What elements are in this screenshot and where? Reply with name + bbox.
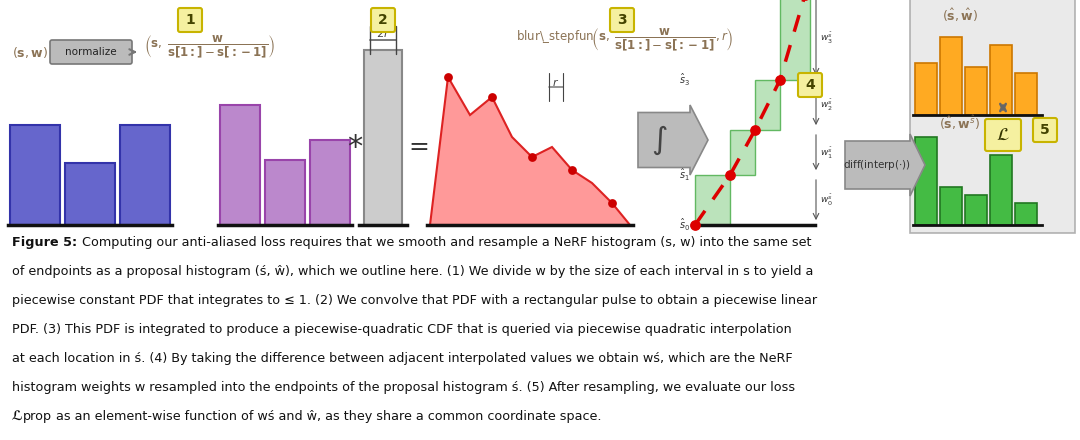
Point: [604, 199, 621, 206]
Bar: [1015, 73, 1037, 115]
Text: at each location in ś. (4) By taking the difference between adjacent interpolate: at each location in ś. (4) By taking the…: [12, 352, 793, 364]
Text: $w_1^{\hat{s}}$: $w_1^{\hat{s}}$: [820, 144, 833, 161]
FancyBboxPatch shape: [610, 8, 634, 32]
Text: $\hat{s}_0$: $\hat{s}_0$: [679, 217, 690, 233]
Text: $*$: $*$: [347, 131, 363, 160]
Text: 4: 4: [805, 78, 815, 92]
Text: $\hat{s}_2$: $\hat{s}_2$: [679, 122, 690, 138]
Point: [746, 126, 764, 133]
Bar: [730, 130, 755, 175]
FancyBboxPatch shape: [50, 40, 132, 64]
Text: prop: prop: [23, 410, 52, 422]
Point: [687, 221, 704, 228]
Bar: [966, 195, 987, 225]
Bar: [940, 187, 962, 225]
Text: piecewise constant PDF that integrates to ≤ 1. (2) We convolve that PDF with a r: piecewise constant PDF that integrates t…: [12, 293, 818, 307]
Text: 3: 3: [617, 13, 626, 27]
Text: $=$: $=$: [404, 133, 430, 157]
Point: [484, 93, 501, 100]
Text: $\hat{s}_1$: $\hat{s}_1$: [679, 167, 690, 183]
Text: 2: 2: [378, 13, 388, 27]
Point: [564, 166, 581, 173]
Text: $r$: $r$: [553, 77, 559, 88]
Text: ℒ: ℒ: [12, 410, 23, 422]
Bar: [1015, 203, 1037, 225]
Text: $2r$: $2r$: [376, 27, 390, 39]
Bar: [65, 163, 114, 225]
Text: $(\hat{\mathbf{s}},\hat{\mathbf{w}})$: $(\hat{\mathbf{s}},\hat{\mathbf{w}})$: [942, 7, 978, 23]
Text: Computing our anti-aliased loss requires that we smooth and resample a NeRF hist: Computing our anti-aliased loss requires…: [82, 235, 811, 249]
Bar: [120, 125, 170, 225]
FancyBboxPatch shape: [178, 8, 202, 32]
FancyArrow shape: [845, 134, 924, 196]
Text: as an element-wise function of wś and ŵ, as they share a common coordinate space: as an element-wise function of wś and ŵ,…: [52, 410, 602, 422]
Text: diff(interp($\cdot$)): diff(interp($\cdot$)): [843, 158, 912, 172]
Text: $\int$: $\int$: [650, 123, 667, 157]
Bar: [10, 125, 60, 225]
Text: $\mathcal{L}$: $\mathcal{L}$: [996, 126, 1010, 144]
Point: [524, 154, 541, 161]
Bar: [966, 67, 987, 115]
Text: Figure 5:: Figure 5:: [12, 235, 82, 249]
FancyArrow shape: [638, 105, 708, 175]
Point: [721, 172, 739, 179]
Bar: [915, 63, 937, 115]
Bar: [310, 140, 350, 225]
Polygon shape: [430, 77, 630, 225]
Text: $\hat{s}_3$: $\hat{s}_3$: [679, 72, 690, 88]
Bar: [755, 80, 780, 130]
Bar: [220, 105, 260, 225]
Text: $w_2^{\hat{s}}$: $w_2^{\hat{s}}$: [820, 97, 833, 113]
Point: [771, 77, 788, 84]
Bar: [780, 0, 810, 80]
Text: 5: 5: [1040, 123, 1050, 137]
Text: $w_3^{\hat{s}}$: $w_3^{\hat{s}}$: [820, 29, 833, 45]
Text: $\left(\mathbf{s},\;\dfrac{\mathbf{w}}{\mathbf{s[1:]}-\mathbf{s[:-1]}}\right)$: $\left(\mathbf{s},\;\dfrac{\mathbf{w}}{\…: [145, 34, 275, 60]
Text: PDF. (3) This PDF is integrated to produce a piecewise-quadratic CDF that is que: PDF. (3) This PDF is integrated to produ…: [12, 323, 792, 335]
Bar: [990, 45, 1012, 115]
Bar: [364, 50, 402, 225]
FancyBboxPatch shape: [372, 8, 395, 32]
FancyBboxPatch shape: [985, 119, 1021, 151]
Bar: [940, 37, 962, 115]
Text: $w_0^{\hat{s}}$: $w_0^{\hat{s}}$: [820, 192, 833, 208]
Text: of endpoints as a proposal histogram (ś, ŵ), which we outline here. (1) We divid: of endpoints as a proposal histogram (ś,…: [12, 264, 813, 278]
FancyBboxPatch shape: [1032, 118, 1057, 142]
Bar: [910, 0, 1075, 233]
Bar: [915, 137, 937, 225]
FancyBboxPatch shape: [798, 73, 822, 97]
Point: [440, 73, 457, 81]
Text: $(\mathbf{s},\mathbf{w})$: $(\mathbf{s},\mathbf{w})$: [12, 44, 48, 59]
Text: 1: 1: [185, 13, 194, 27]
Bar: [265, 160, 305, 225]
Text: histogram weights w resampled into the endpoints of the proposal histogram ś. (5: histogram weights w resampled into the e…: [12, 381, 795, 393]
Text: blur\_stepfun$\!\left(\mathbf{s},\;\dfrac{\mathbf{w}}{\mathbf{s[1:]}-\mathbf{s[:: blur\_stepfun$\!\left(\mathbf{s},\;\dfra…: [516, 27, 733, 53]
Text: normalize: normalize: [65, 47, 117, 57]
Text: $\hat{s}_4$: $\hat{s}_4$: [679, 0, 690, 3]
Bar: [696, 175, 730, 225]
FancyArrowPatch shape: [130, 49, 135, 55]
Bar: [990, 155, 1012, 225]
Text: $(\hat{\mathbf{s}},\mathbf{w}^{\hat{s}})$: $(\hat{\mathbf{s}},\mathbf{w}^{\hat{s}})…: [940, 114, 981, 132]
